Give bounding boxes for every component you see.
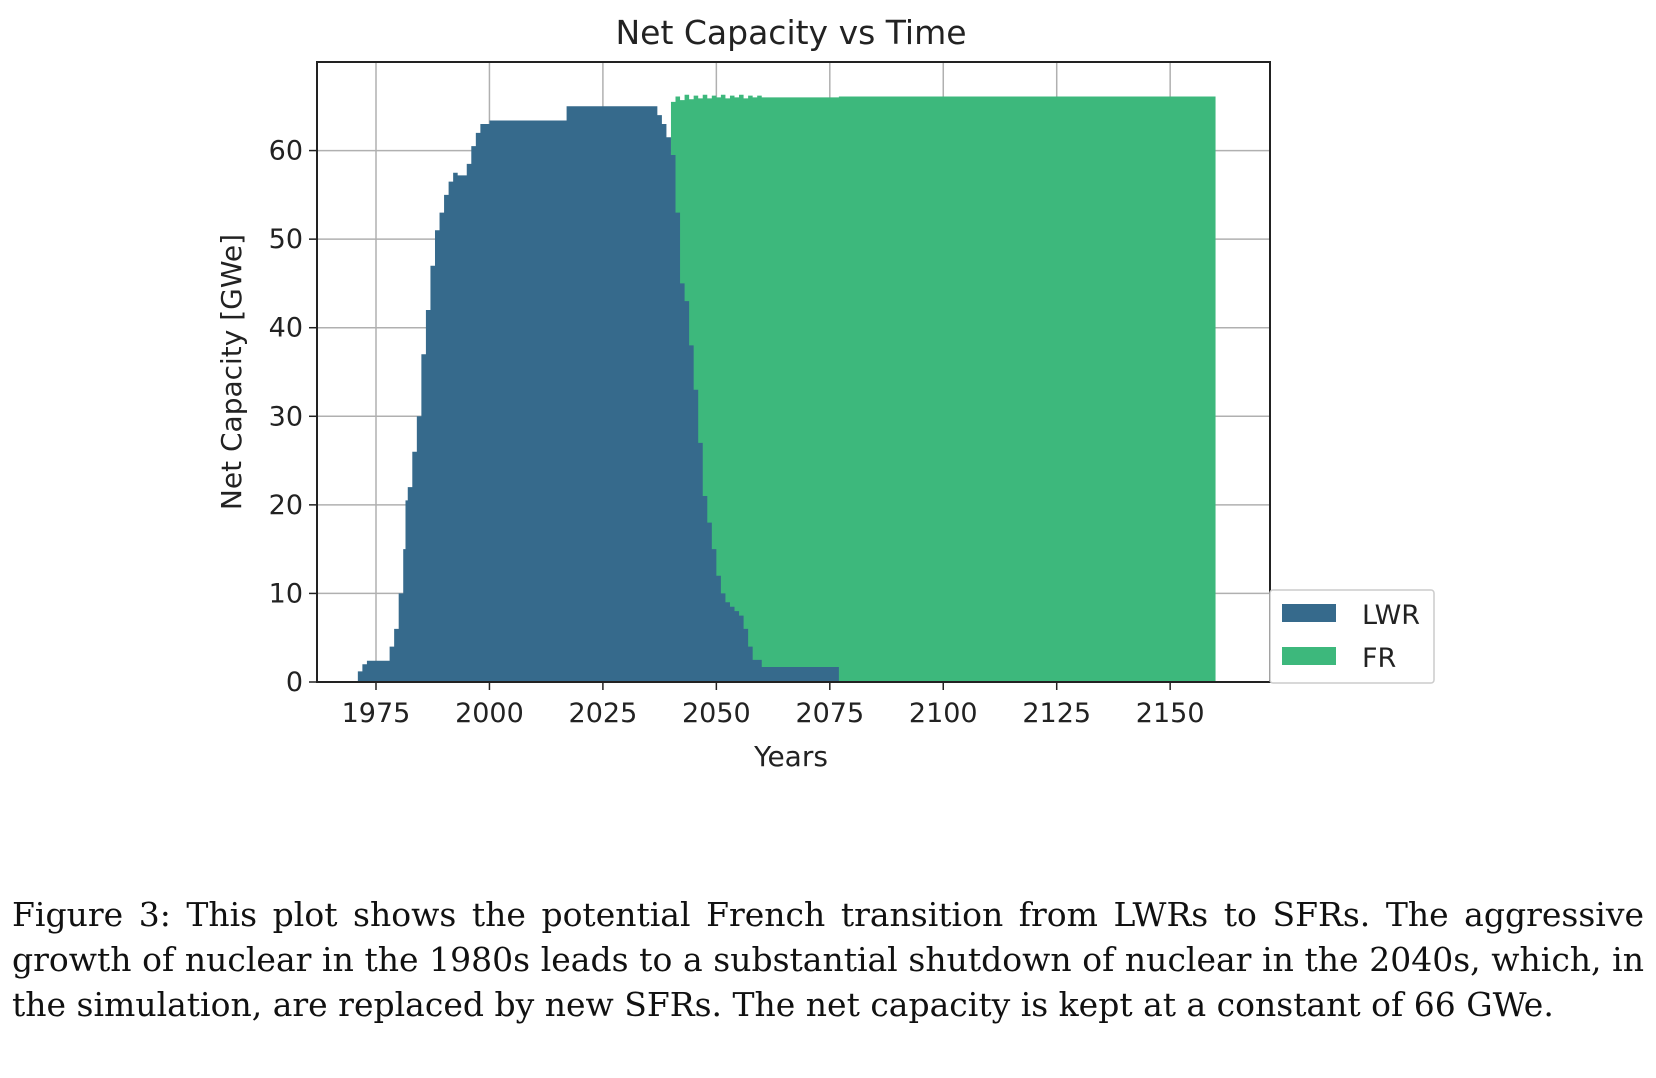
- plot-areas: [357, 94, 1216, 683]
- x-tick-label: 2000: [455, 698, 524, 729]
- figure-caption: Figure 3: This plot shows the potential …: [12, 895, 1644, 1024]
- series-area-fr: [670, 94, 1216, 683]
- x-tick-label: 2050: [682, 698, 751, 729]
- axis-ticks: 1975 2000 2025 2050 2075 2100 2125 2150 0 10 20 30 4…: [269, 136, 1205, 729]
- x-axis-label: Years: [753, 740, 828, 773]
- legend-label-lwr: LWR: [1362, 600, 1420, 631]
- y-tick-label: 10: [269, 578, 303, 609]
- x-tick-label: 2075: [795, 698, 864, 729]
- x-tick-label: 2125: [1022, 698, 1091, 729]
- plot-frame: [316, 61, 1271, 683]
- chart-title: Net Capacity vs Time: [615, 13, 966, 52]
- y-tick-label: 60: [269, 136, 303, 167]
- x-tick-label: 1975: [342, 698, 411, 729]
- x-tick-label: 2100: [909, 698, 978, 729]
- y-tick-label: 0: [286, 667, 303, 698]
- x-tick-label: 2150: [1136, 698, 1205, 729]
- legend-label-fr: FR: [1362, 643, 1396, 674]
- y-tick-label: 20: [269, 490, 303, 521]
- series-area-lwr: [357, 106, 839, 683]
- legend-swatch-lwr: [1282, 604, 1336, 622]
- y-tick-label: 50: [269, 224, 303, 255]
- y-tick-label: 30: [269, 401, 303, 432]
- chart: Net Capacity vs Time 1975 2000 2025 2050 207…: [215, 13, 1435, 773]
- x-tick-label: 2025: [569, 698, 638, 729]
- y-axis-label: Net Capacity [GWe]: [215, 234, 248, 510]
- legend: LWR FR: [1269, 589, 1435, 684]
- y-tick-label: 40: [269, 313, 303, 344]
- legend-swatch-fr: [1282, 647, 1336, 665]
